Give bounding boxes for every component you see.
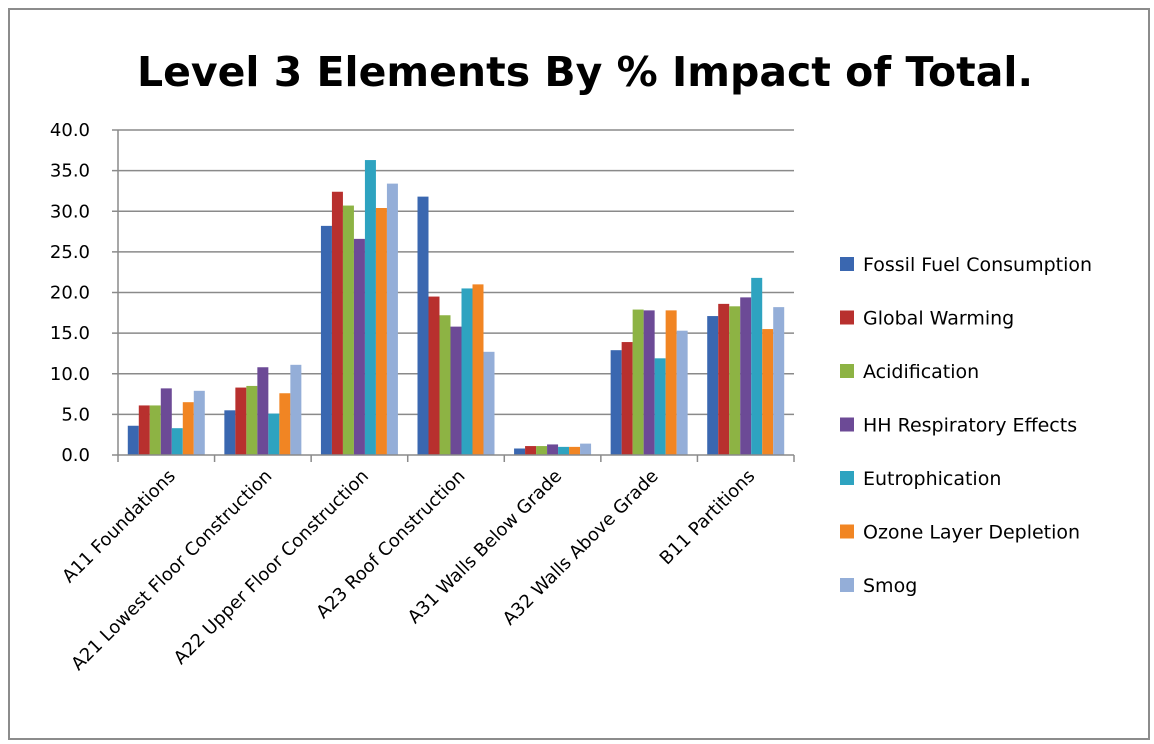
legend-swatch — [840, 471, 854, 485]
legend-swatch — [840, 257, 854, 271]
bars — [127, 160, 785, 455]
legend-swatch — [840, 310, 854, 325]
legend-label: Global Warming — [863, 308, 1014, 330]
bar — [762, 329, 774, 455]
x-category-label: A21 Lowest Floor Construction — [67, 466, 276, 675]
bar — [149, 405, 161, 455]
bar — [193, 390, 205, 455]
bar — [182, 402, 194, 455]
y-tick-label: 25.0 — [50, 242, 90, 263]
bar — [654, 358, 666, 455]
y-tick-label: 35.0 — [50, 161, 90, 182]
bar — [375, 208, 387, 455]
bar — [160, 388, 172, 455]
y-tick-label: 10.0 — [50, 364, 90, 385]
bar — [707, 316, 719, 455]
legend-label: Fossil Fuel Consumption — [863, 254, 1092, 276]
y-tick-label: 30.0 — [50, 201, 90, 222]
legend-label: Eutrophication — [863, 468, 1001, 490]
bar — [610, 350, 622, 455]
bar — [547, 444, 559, 455]
legend-label: Smog — [863, 575, 917, 597]
x-category-label: A32 Walls Above Grade — [499, 466, 663, 630]
bar — [290, 364, 302, 455]
y-axis-tick-labels: 0.0 5.0 10.0 15.0 20.0 25.0 30.0 35.0 40.0 — [50, 120, 90, 466]
bar — [536, 446, 548, 455]
bar — [138, 405, 150, 455]
x-category-label: B11 Partitions — [656, 466, 760, 570]
y-tick-label: 40.0 — [50, 120, 90, 141]
axes — [112, 129, 795, 462]
bar — [439, 315, 451, 455]
bar — [718, 303, 730, 455]
bar — [257, 367, 269, 455]
y-tick-label: 0.0 — [61, 445, 90, 466]
bar — [461, 288, 473, 455]
bar — [665, 310, 677, 455]
legend-label: Ozone Layer Depletion — [863, 522, 1080, 544]
legend-swatch — [840, 417, 854, 432]
y-tick-label: 5.0 — [61, 404, 90, 425]
bar — [331, 191, 343, 455]
legend-swatch — [840, 524, 854, 539]
bar — [224, 410, 236, 455]
bar — [353, 238, 365, 455]
bar — [386, 183, 398, 455]
legend-label: Acidification — [863, 361, 979, 383]
bar — [729, 306, 741, 455]
bar — [621, 342, 633, 455]
bar — [472, 284, 484, 455]
bar — [514, 448, 526, 455]
bar — [320, 225, 332, 455]
bar — [450, 326, 462, 455]
bar — [279, 393, 291, 455]
legend-swatch — [840, 364, 854, 378]
bar — [235, 387, 247, 455]
bar — [417, 196, 429, 455]
chart-title: Level 3 Elements By % Impact of Total. — [137, 48, 1033, 96]
bar — [127, 425, 139, 455]
bar — [483, 351, 495, 455]
bar — [632, 309, 644, 455]
x-category-label: A31 Walls Below Grade — [404, 466, 566, 628]
bar — [676, 330, 688, 455]
bar — [246, 385, 258, 455]
bar — [525, 446, 537, 455]
bar — [268, 413, 280, 455]
bar — [428, 296, 440, 455]
x-category-label: A22 Upper Floor Construction — [170, 466, 373, 669]
bar — [342, 205, 354, 455]
bar — [773, 307, 785, 455]
legend-label: HH Respiratory Effects — [863, 415, 1077, 437]
bar — [364, 160, 376, 455]
bar — [171, 428, 183, 455]
bar — [569, 446, 581, 455]
y-tick-label: 20.0 — [50, 283, 90, 304]
bar — [580, 443, 592, 455]
bar — [643, 310, 655, 455]
bar — [558, 446, 570, 455]
legend-swatch — [840, 578, 854, 592]
legend: Fossil Fuel Consumption Global Warming Aci… — [840, 254, 1092, 597]
y-tick-label: 15.0 — [50, 323, 90, 344]
bar — [740, 297, 752, 455]
bar — [751, 277, 763, 455]
